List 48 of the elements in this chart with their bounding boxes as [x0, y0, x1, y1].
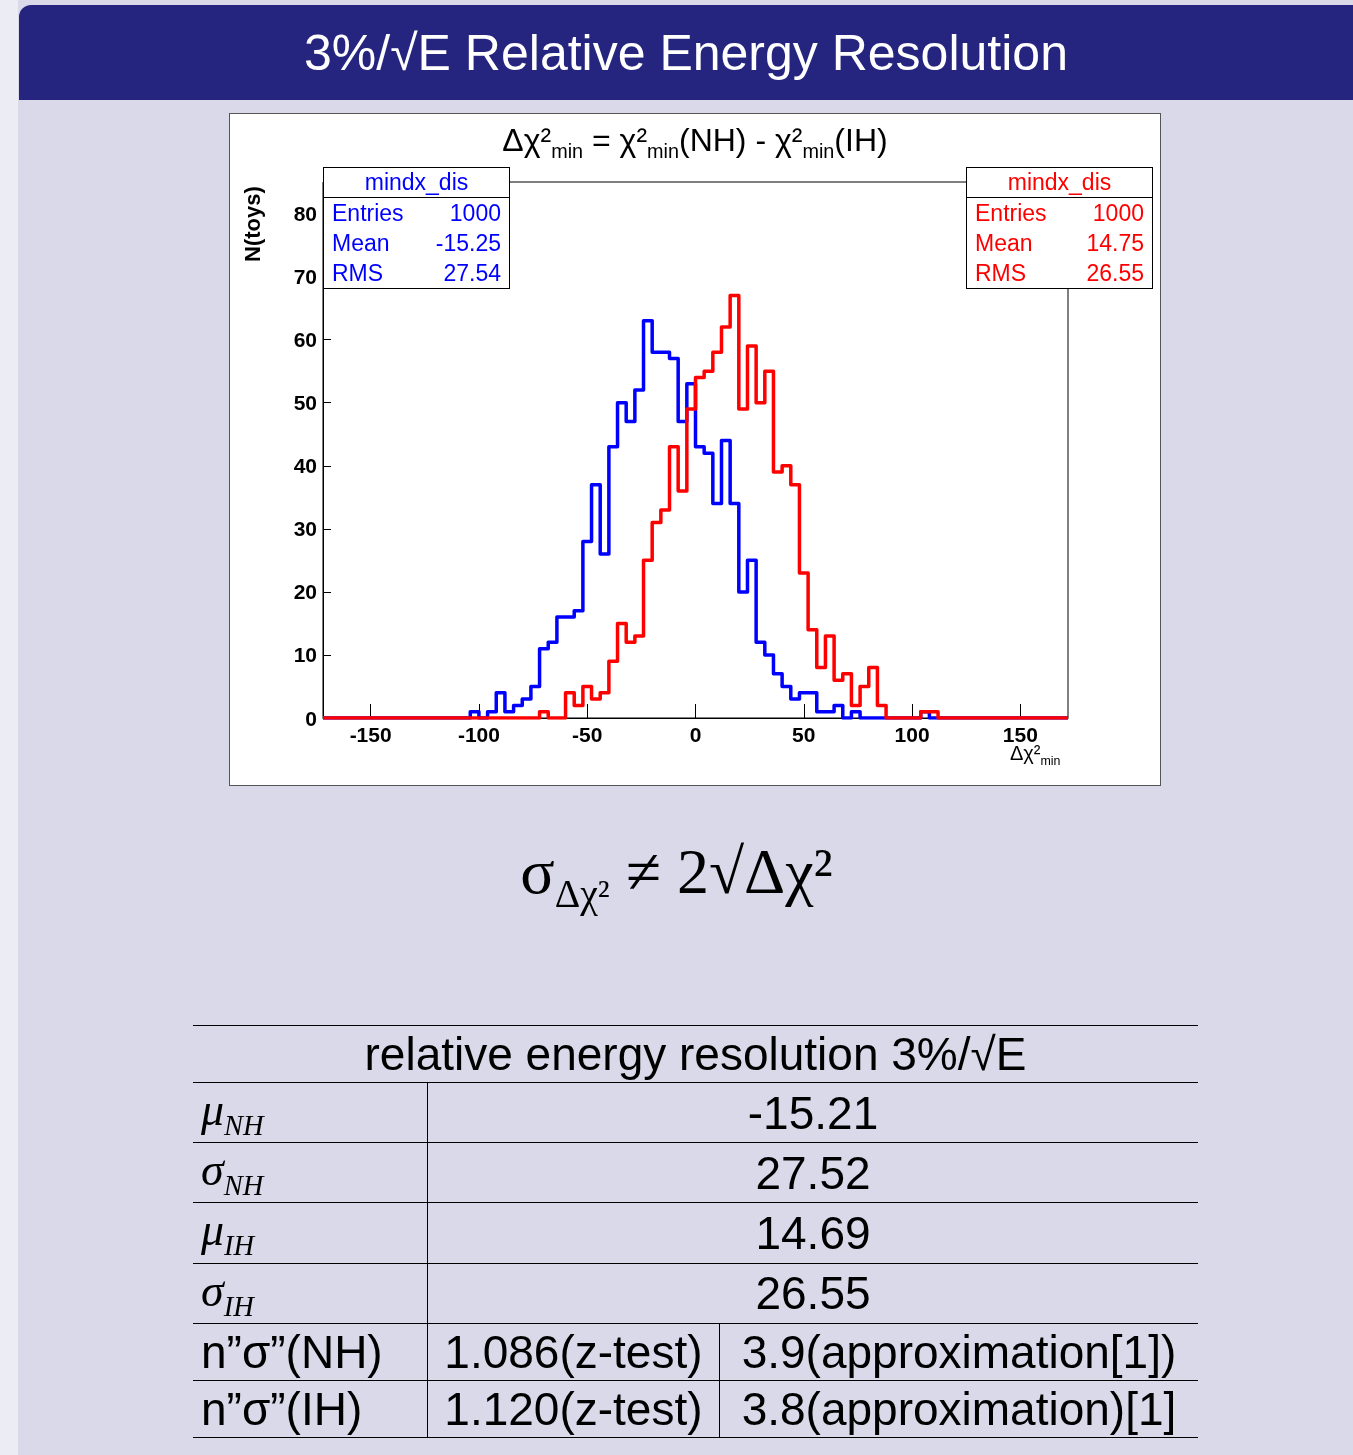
y-tick-label: 60 — [293, 328, 317, 352]
chart-title: 3%/√E Relative Energy Resolution — [19, 5, 1353, 100]
annotation: 27.54 — [443, 259, 501, 288]
y-tick-label: 20 — [293, 580, 317, 604]
text: μ$_{IH}$ — [193, 1202, 428, 1264]
text: 14.69 — [427, 1202, 1198, 1264]
y-tick-label: 30 — [293, 517, 317, 541]
annotation: Entries — [332, 199, 404, 228]
x-tick-label: -150 — [349, 723, 392, 746]
annotation: RMS — [975, 259, 1027, 288]
text: 3.8(approximation)[1] — [719, 1380, 1198, 1438]
chart-subtitle: Δχ²$_{min}$ = χ²$_{min}$(NH) - χ²$_{min}$(IH) — [501, 122, 889, 164]
x-tick-label: -50 — [572, 723, 603, 746]
text: mindx_dis — [967, 168, 1152, 198]
y-tick-label: 50 — [293, 391, 317, 415]
annotation: RMS — [332, 259, 384, 288]
text: σ$_{IH}$ — [193, 1263, 428, 1324]
text: 1.086(z-test) — [427, 1323, 720, 1381]
annotation: Mean — [332, 229, 390, 258]
y-tick-label: 40 — [293, 454, 317, 478]
text: mindx_dis — [324, 168, 509, 198]
x-tick-label: 0 — [689, 723, 702, 746]
text: n”σ”(IH) — [193, 1380, 428, 1438]
text: 3.9(approximation[1]) — [719, 1323, 1198, 1381]
text: μ$_{NH}$ — [193, 1082, 428, 1143]
y-axis-title: N(toys) — [240, 186, 266, 262]
text: -15.21 — [427, 1082, 1198, 1143]
annotation: Entries — [975, 199, 1047, 228]
x-tick-label: -100 — [457, 723, 500, 746]
x-tick-label: 50 — [792, 723, 816, 746]
text: 1.120(z-test) — [427, 1380, 720, 1438]
annotation: 1000 — [449, 199, 501, 228]
y-tick-label: 0 — [305, 706, 317, 730]
y-tick-label: 10 — [293, 643, 317, 667]
text: 27.52 — [427, 1142, 1198, 1203]
text: n”σ”(NH) — [193, 1323, 428, 1381]
text: 26.55 — [427, 1263, 1198, 1324]
annotation: -15.25 — [435, 229, 501, 258]
y-tick-label: 70 — [293, 265, 317, 289]
x-tick-label: 100 — [894, 723, 930, 746]
text: 1000 — [1092, 199, 1144, 228]
y-tick-label: 80 — [293, 202, 317, 226]
text: 26.55 — [1086, 259, 1144, 288]
annotation: Mean — [975, 229, 1033, 258]
text: σ$_{Δχ²}$ ≠ 2√Δχ² — [519, 835, 834, 917]
text: relative energy resolution 3%/√E — [193, 1025, 1198, 1083]
text: 14.75 — [1086, 229, 1144, 258]
text: σ$_{NH}$ — [193, 1142, 428, 1203]
